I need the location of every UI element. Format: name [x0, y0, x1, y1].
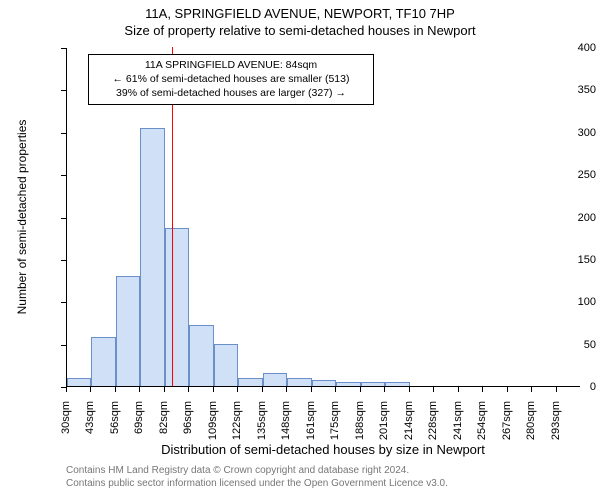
- annotation-line1: 11A SPRINGFIELD AVENUE: 84sqm: [95, 58, 367, 72]
- x-axis-label: Distribution of semi-detached houses by …: [66, 442, 580, 457]
- footer-line2: Contains public sector information licen…: [66, 477, 448, 490]
- histogram-bar: [361, 382, 385, 386]
- histogram-bar: [312, 380, 336, 386]
- histogram-bar: [263, 373, 287, 386]
- histogram-bar: [116, 276, 140, 386]
- histogram-bar: [165, 228, 189, 386]
- histogram-bar: [91, 337, 115, 386]
- histogram-bar: [287, 378, 311, 386]
- annotation-line2: ← 61% of semi-detached houses are smalle…: [95, 72, 367, 86]
- histogram-chart: 11A, SPRINGFIELD AVENUE, NEWPORT, TF10 7…: [0, 0, 600, 500]
- annotation-box: 11A SPRINGFIELD AVENUE: 84sqm ← 61% of s…: [88, 54, 374, 105]
- footer-line1: Contains HM Land Registry data © Crown c…: [66, 464, 448, 477]
- histogram-bar: [140, 128, 164, 386]
- histogram-bar: [67, 378, 91, 386]
- y-axis-label: Number of semi-detached properties: [15, 117, 29, 317]
- histogram-bar: [336, 382, 360, 386]
- histogram-bar: [189, 325, 213, 386]
- histogram-bar: [385, 382, 409, 386]
- histogram-bar: [214, 344, 238, 386]
- footer-attribution: Contains HM Land Registry data © Crown c…: [66, 464, 448, 490]
- histogram-bar: [238, 378, 262, 386]
- chart-title-main: 11A, SPRINGFIELD AVENUE, NEWPORT, TF10 7…: [0, 0, 600, 21]
- annotation-line3: 39% of semi-detached houses are larger (…: [95, 86, 367, 100]
- chart-title-sub: Size of property relative to semi-detach…: [0, 21, 600, 38]
